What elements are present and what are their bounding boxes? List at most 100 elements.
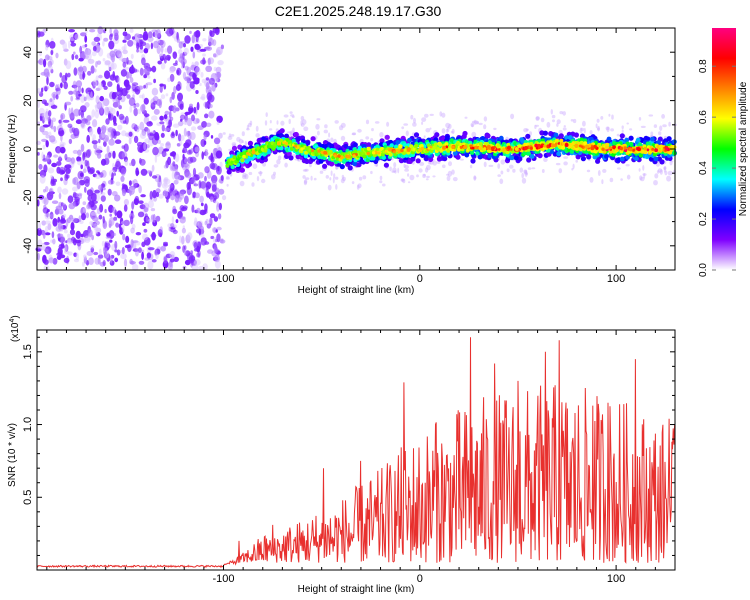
noise-speckle [159, 226, 163, 234]
halo-speckle [386, 121, 390, 127]
band-cell [304, 150, 308, 155]
noise-speckle [42, 207, 49, 214]
noise-speckle [43, 68, 50, 77]
noise-speckle [140, 168, 148, 176]
noise-speckle [104, 70, 111, 79]
halo-speckle [227, 135, 233, 140]
noise-speckle [186, 130, 190, 137]
halo-speckle [541, 169, 545, 173]
noise-speckle [216, 203, 220, 212]
core-cell [543, 144, 547, 148]
band-cell [549, 149, 554, 155]
halo-speckle [448, 161, 452, 167]
noise-speckle [155, 188, 161, 194]
noise-speckle [175, 219, 179, 224]
noise-speckle [206, 223, 211, 229]
noise-speckle [145, 65, 149, 70]
band-cell [347, 165, 353, 171]
band-cell [529, 141, 534, 146]
halo-speckle [525, 172, 528, 176]
noise-speckle [189, 103, 193, 108]
noise-speckle [59, 218, 67, 224]
halo-speckle [251, 182, 255, 187]
noise-speckle [43, 58, 47, 68]
noise-speckle [50, 125, 54, 130]
halo-speckle [410, 114, 414, 120]
noise-speckle [56, 161, 62, 166]
halo-speckle [483, 116, 488, 122]
halo-speckle [552, 119, 555, 123]
halo-speckle [289, 131, 293, 138]
halo-speckle [589, 130, 593, 135]
noise-speckle [205, 82, 210, 90]
noise-speckle [174, 153, 180, 163]
halo-speckle [629, 128, 633, 131]
noise-speckle [91, 109, 96, 118]
noise-speckle [135, 127, 140, 133]
halo-speckle [464, 116, 468, 119]
halo-speckle [534, 124, 537, 129]
halo-speckle [668, 121, 671, 127]
noise-speckle [151, 115, 158, 121]
halo-speckle [663, 166, 667, 170]
noise-speckle [80, 120, 86, 130]
core-cell [403, 148, 407, 152]
noise-speckle [78, 215, 82, 223]
halo-speckle [271, 174, 276, 180]
halo-speckle [303, 180, 307, 186]
halo-speckle [424, 167, 429, 173]
halo-speckle [512, 168, 516, 173]
noise-speckle [179, 114, 186, 120]
halo-speckle [473, 175, 477, 181]
noise-speckle [37, 99, 41, 109]
noise-speckle [108, 230, 115, 239]
noise-speckle [205, 77, 210, 81]
noise-speckle [73, 51, 76, 55]
noise-speckle [45, 44, 49, 51]
spectrogram-panel: -100 0 100 -40 -20 0 20 40 Height of straight l… [7, 26, 678, 296]
band-cell [398, 144, 403, 149]
noise-speckle [106, 145, 110, 154]
band-cell [606, 136, 612, 142]
snr-frame [36, 329, 676, 571]
noise-speckle [163, 188, 169, 198]
noise-speckle [153, 100, 158, 105]
halo-speckle [319, 170, 324, 174]
noise-speckle [174, 194, 180, 203]
core-cell [294, 144, 298, 148]
noise-speckle [138, 48, 144, 54]
band-cell [553, 132, 559, 138]
noise-speckle [122, 220, 128, 225]
noise-speckle [57, 186, 62, 194]
noise-speckle [99, 95, 104, 102]
band-cell [381, 155, 386, 160]
halo-speckle [551, 114, 556, 119]
noise-speckle [209, 213, 216, 219]
noise-speckle [42, 144, 46, 150]
noise-speckle [81, 65, 87, 73]
noise-speckle [171, 91, 175, 100]
noise-speckle [49, 41, 56, 49]
noise-speckle [189, 131, 196, 141]
noise-speckle [37, 152, 40, 156]
noise-speckle [102, 98, 110, 107]
band-cell [379, 138, 385, 144]
noise-speckle [208, 155, 214, 161]
noise-speckle [172, 208, 178, 215]
noise-speckle [121, 88, 128, 97]
halo-speckle [241, 131, 245, 137]
noise-speckle [91, 41, 96, 46]
noise-speckle [163, 84, 167, 90]
noise-speckle [199, 181, 207, 189]
core-cell [478, 146, 483, 151]
noise-speckle [72, 177, 77, 185]
core-cell [483, 147, 487, 151]
noise-speckle [56, 125, 64, 132]
noise-speckle [52, 238, 56, 245]
core-cell [246, 151, 250, 156]
noise-speckle [102, 216, 105, 224]
halo-speckle [432, 175, 436, 178]
band-cell [455, 154, 461, 160]
noise-speckle [134, 247, 139, 257]
halo-speckle [301, 119, 307, 125]
